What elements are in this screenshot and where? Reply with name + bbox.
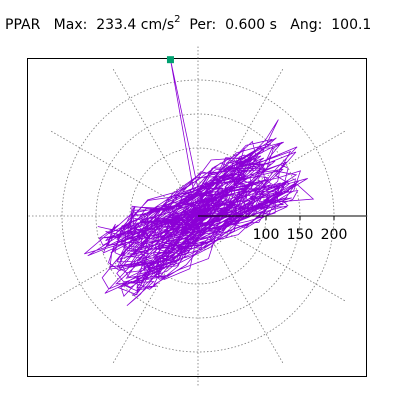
max-unit-exponent: 2 <box>174 14 181 25</box>
grid-spoke-240 <box>112 215 199 364</box>
radial-tick-label-150: 150 <box>287 227 314 243</box>
angle-value: 100.1 <box>331 17 372 33</box>
max-label: Max: <box>53 17 88 33</box>
max-value: 233.4 cm/s <box>96 17 175 33</box>
period-value: 0.600 s <box>225 17 277 33</box>
plot-frame <box>27 58 367 377</box>
grid-spoke-300 <box>197 215 284 364</box>
radial-axis: 100 150 200 <box>198 215 366 243</box>
station-code: PPAR <box>5 17 41 33</box>
radial-tick-label-100: 100 <box>253 227 280 243</box>
period-label: Per: <box>189 17 217 33</box>
peak-marker <box>166 56 174 64</box>
plot-header: PPAR Max: 233.4 cm/s2 Per: 0.600 s Ang: … <box>5 14 372 33</box>
angle-label: Ang: <box>290 17 323 33</box>
orbit-trace <box>84 59 315 307</box>
orbit-trace-layer <box>84 56 315 307</box>
radial-tick-label-200: 200 <box>321 227 348 243</box>
